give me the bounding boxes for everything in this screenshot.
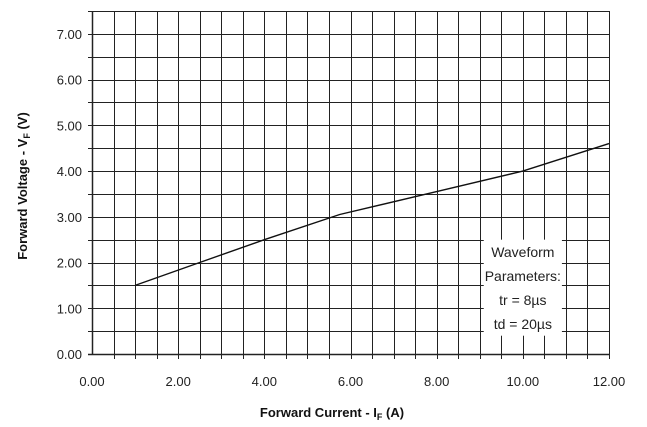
x-tick-label: 2.00: [166, 374, 191, 389]
x-tick-label: 12.00: [593, 374, 626, 389]
y-tick-labels: 0.00 1.00 2.00 3.00 4.00 5.00 6.00 7.00: [57, 27, 82, 362]
y-tick-label: 3.00: [57, 210, 82, 225]
y-tick-label: 6.00: [57, 73, 82, 88]
y-tick-label: 7.00: [57, 27, 82, 42]
annotation-background: [483, 239, 562, 336]
x-tick-labels: 0.00 2.00 4.00 6.00 8.00 10.00 12.00: [79, 374, 625, 389]
y-tick-label: 4.00: [57, 164, 82, 179]
x-tick-label: 6.00: [338, 374, 363, 389]
waveform-parameters-box: Waveform Parameters: tr = 8µs td = 20µs: [483, 239, 562, 336]
x-tick-label: 0.00: [79, 374, 104, 389]
annotation-line: tr = 8µs: [499, 292, 546, 308]
x-tick-label: 10.00: [507, 374, 540, 389]
annotation-line: Parameters:: [485, 268, 561, 284]
y-tick-label: 2.00: [57, 256, 82, 271]
series-layer: [134, 142, 610, 287]
series-line: [134, 142, 610, 287]
y-tick-label: 0.00: [57, 347, 82, 362]
y-axis-label: Forward Voltage - VF (V): [15, 112, 32, 260]
x-axis-label: Forward Current - IF (A): [260, 405, 404, 422]
x-tick-label: 8.00: [424, 374, 449, 389]
y-tick-label: 1.00: [57, 301, 82, 316]
y-tick-label: 5.00: [57, 118, 82, 133]
annotation-line: Waveform: [491, 244, 554, 260]
annotation-line: td = 20µs: [494, 316, 552, 332]
x-tick-label: 4.00: [252, 374, 277, 389]
